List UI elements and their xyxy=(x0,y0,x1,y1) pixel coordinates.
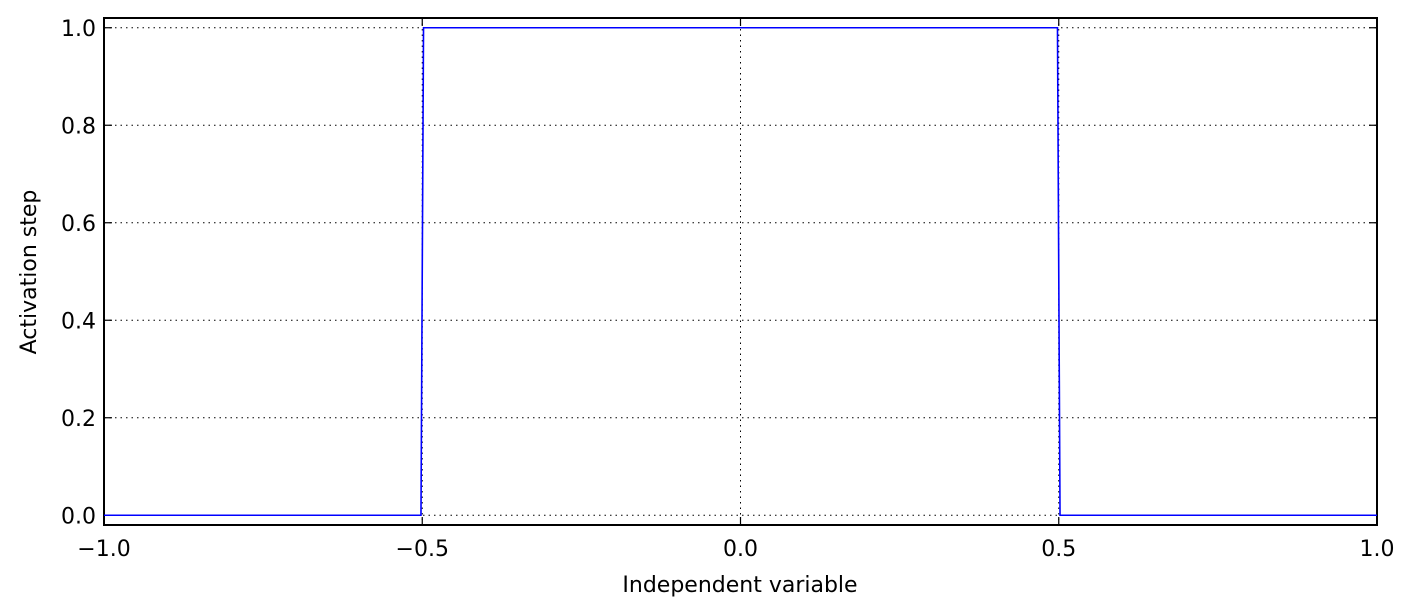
y-tick-label: 0.4 xyxy=(61,309,96,334)
y-tick-label: 0.6 xyxy=(61,212,96,237)
y-tick-label: 1.0 xyxy=(61,17,96,42)
x-tick-label: 0.5 xyxy=(1041,537,1076,562)
x-tick-label: −0.5 xyxy=(396,537,449,562)
y-tick-label: 0.8 xyxy=(61,114,96,139)
y-tick-label: 0.0 xyxy=(61,504,96,529)
x-tick-label: 0.0 xyxy=(723,537,758,562)
y-axis-label: Activation step xyxy=(17,190,42,355)
x-tick-label: −1.0 xyxy=(77,537,130,562)
x-axis-label: Independent variable xyxy=(622,573,857,598)
data-line xyxy=(104,26,1377,517)
y-tick-label: 0.2 xyxy=(61,407,96,432)
x-tick-label: 1.0 xyxy=(1360,537,1395,562)
